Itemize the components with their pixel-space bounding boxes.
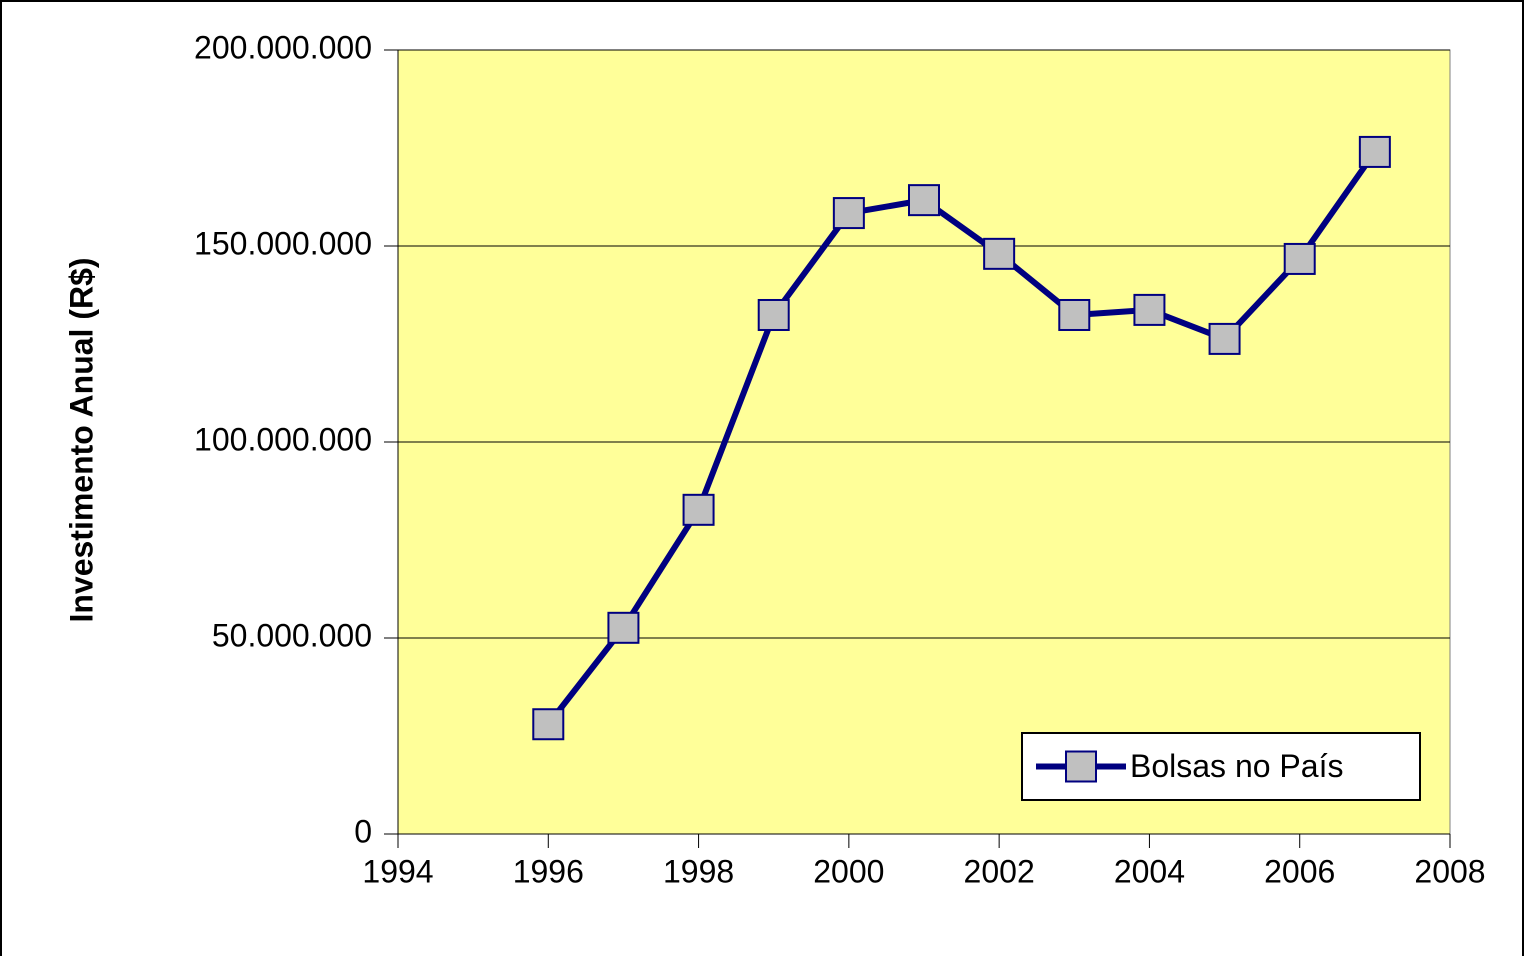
x-tick-label: 2002 bbox=[964, 853, 1035, 889]
y-tick-label: 50.000.000 bbox=[212, 617, 372, 653]
marker bbox=[832, 197, 865, 230]
marker bbox=[532, 708, 565, 741]
x-tick-label: 1996 bbox=[513, 853, 584, 889]
x-tick-label: 2004 bbox=[1114, 853, 1185, 889]
marker bbox=[1283, 242, 1316, 275]
legend-marker bbox=[1065, 750, 1097, 783]
y-axis-label: Investimento Anual (R$) bbox=[63, 257, 99, 622]
x-tick-label: 2000 bbox=[813, 853, 884, 889]
marker bbox=[1208, 322, 1241, 355]
x-tick-label: 1998 bbox=[663, 853, 734, 889]
marker bbox=[757, 298, 790, 331]
legend-label: Bolsas no País bbox=[1130, 748, 1343, 784]
marker bbox=[908, 184, 940, 217]
x-tick-label: 2008 bbox=[1414, 853, 1485, 889]
marker bbox=[1058, 298, 1091, 331]
y-tick-label: 100.000.000 bbox=[194, 421, 372, 457]
marker bbox=[1133, 293, 1166, 326]
marker bbox=[682, 493, 715, 526]
y-tick-label: 150.000.000 bbox=[194, 225, 372, 261]
marker bbox=[1358, 135, 1391, 168]
x-tick-label: 2006 bbox=[1264, 853, 1335, 889]
marker bbox=[983, 237, 1016, 270]
x-tick-label: 1994 bbox=[362, 853, 433, 889]
y-tick-label: 200.000.000 bbox=[194, 29, 372, 65]
y-tick-label: 0 bbox=[354, 813, 372, 849]
marker bbox=[607, 611, 640, 644]
